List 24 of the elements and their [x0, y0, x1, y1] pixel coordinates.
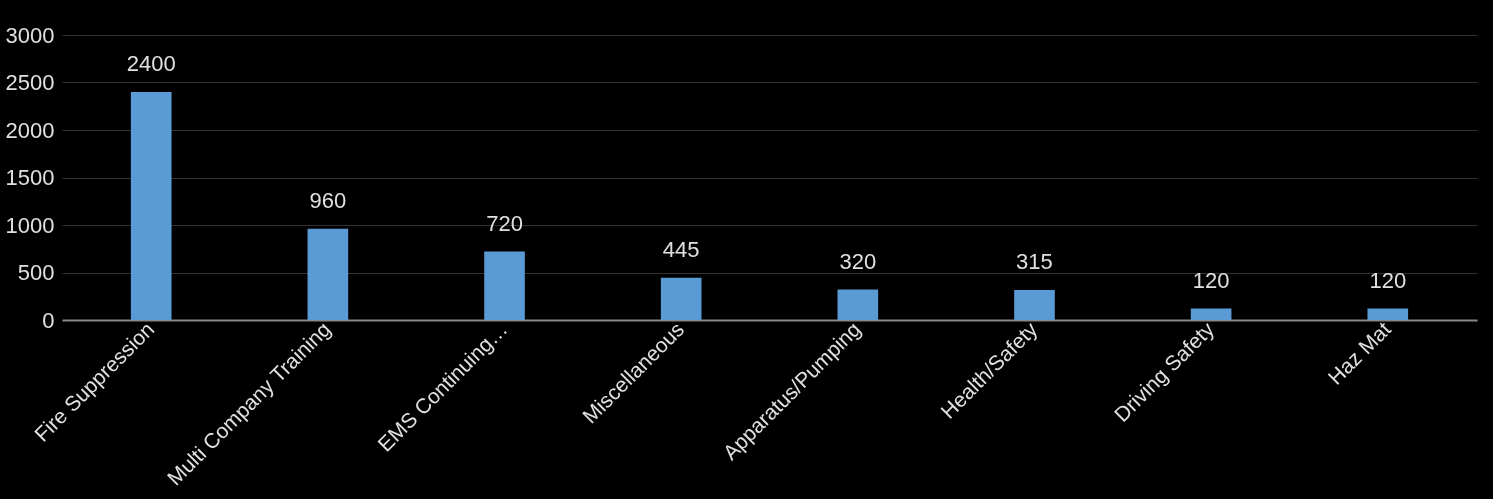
x-tick-label: Haz Mat [1323, 317, 1395, 389]
data-label: 315 [1016, 249, 1053, 275]
data-label: 445 [662, 236, 700, 262]
bar [1014, 290, 1055, 320]
bar [484, 251, 525, 320]
data-label: 120 [1192, 267, 1230, 293]
bar [837, 289, 879, 320]
bar [1190, 308, 1232, 320]
y-tick-label: 2000 [5, 117, 55, 143]
data-label: 320 [839, 248, 877, 274]
y-tick-label: 3000 [5, 22, 55, 48]
y-tick-label: 1500 [5, 165, 55, 190]
data-label: 2400 [126, 51, 176, 76]
y-tick-label: 2500 [5, 70, 55, 95]
data-label: 120 [1369, 267, 1407, 293]
y-tick-label: 500 [17, 260, 55, 285]
bar [130, 92, 172, 320]
bar [660, 277, 702, 320]
data-label: 720 [486, 210, 523, 236]
bar [307, 228, 349, 320]
data-label: 960 [309, 187, 347, 213]
y-tick-label: 1000 [5, 212, 55, 238]
y-tick-label: 0 [42, 307, 55, 333]
bar [1367, 308, 1409, 320]
